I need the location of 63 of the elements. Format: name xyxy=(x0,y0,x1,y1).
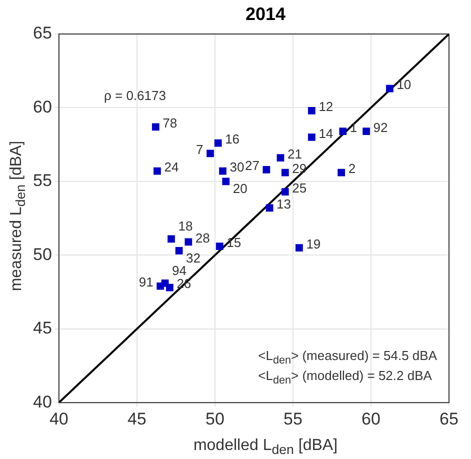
annotation: 14 xyxy=(318,126,334,141)
point xyxy=(296,244,303,252)
annotation: 27 xyxy=(244,158,260,174)
point xyxy=(362,128,370,135)
point xyxy=(152,123,160,131)
x-tick-label: 45 xyxy=(127,409,146,428)
annotation: 19 xyxy=(306,236,321,252)
annotation: 21 xyxy=(287,146,302,162)
x-tick-label: 65 xyxy=(440,409,458,428)
annotation: <L$_{den}$> (measured) = 54.5 dBA xyxy=(258,348,437,368)
y-tick-label: 60 xyxy=(32,97,52,116)
point xyxy=(262,166,270,174)
point xyxy=(339,128,347,135)
annotation: 16 xyxy=(225,132,240,147)
annotation: 12 xyxy=(318,99,334,114)
annotation: 32 xyxy=(186,250,201,266)
point xyxy=(276,154,284,162)
annotation: 29 xyxy=(292,161,307,176)
x-tick-label: 50 xyxy=(205,409,224,428)
point xyxy=(281,168,289,176)
point xyxy=(308,134,316,141)
annotation: 24 xyxy=(164,160,179,175)
annotation: 91 xyxy=(138,274,154,290)
annotation: <L$_{den}$> (modelled) = 52.2 dBA xyxy=(258,368,433,389)
x-tick-label: 40 xyxy=(49,409,68,428)
point xyxy=(168,235,175,243)
annotation: 18 xyxy=(178,218,193,234)
y-tick-label: 50 xyxy=(32,244,52,264)
annotation: 7 xyxy=(196,142,204,158)
point xyxy=(266,204,274,212)
annotation: 2 xyxy=(348,161,356,176)
annotation: ρ = 0.6173 xyxy=(104,88,166,103)
point xyxy=(154,167,161,175)
annotation: 78 xyxy=(162,115,178,130)
annotation: 25 xyxy=(292,180,307,196)
point xyxy=(214,139,222,147)
annotation: 10 xyxy=(396,77,412,92)
x-axis-title: modelled L$_{den}$ [dBA] xyxy=(192,436,339,457)
x-tick-label: 60 xyxy=(362,409,380,428)
y-tick-label: 40 xyxy=(32,392,52,412)
y-tick-label: 55 xyxy=(32,171,52,190)
point xyxy=(338,168,346,176)
annotation: 13 xyxy=(276,196,292,212)
annotation: 28 xyxy=(195,230,210,246)
point xyxy=(175,247,183,254)
point xyxy=(308,106,316,114)
y-tick-label: 45 xyxy=(32,318,52,338)
point xyxy=(184,238,192,246)
point xyxy=(166,284,174,292)
chart-title: 2014 xyxy=(244,4,287,25)
point xyxy=(386,84,394,92)
point xyxy=(219,167,226,175)
x-tick-label: 55 xyxy=(284,409,302,428)
annotation: 92 xyxy=(373,120,388,135)
point xyxy=(222,178,230,186)
annotation: 20 xyxy=(232,181,248,196)
point xyxy=(216,242,224,250)
y-tick-label: 65 xyxy=(32,24,52,43)
point xyxy=(281,188,289,196)
point xyxy=(206,150,214,158)
annotation: 30 xyxy=(230,160,244,175)
annotation: 15 xyxy=(226,234,242,250)
annotation: 94 xyxy=(172,262,186,278)
